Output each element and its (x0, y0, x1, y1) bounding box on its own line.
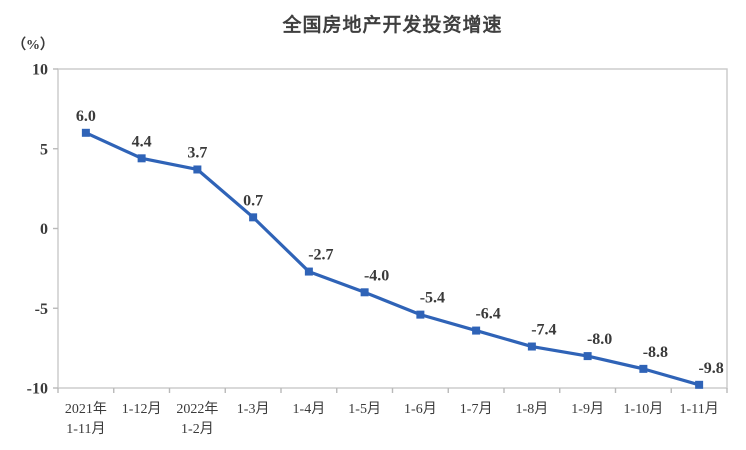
y-axis-unit-label: （%） (12, 38, 54, 53)
x-axis-tick-label: 1-6月 (404, 401, 437, 417)
x-axis-tick-label: 1-7月 (460, 401, 493, 417)
x-axis-tick-label: 1-12月 (122, 401, 162, 417)
x-axis-tick-label-line2: 1-11月 (66, 421, 105, 437)
data-point-marker (249, 213, 258, 222)
chart-title: 全国房地产开发投资增速 (282, 15, 503, 36)
data-point-marker (527, 342, 536, 351)
x-axis-tick-label: 1-3月 (237, 401, 270, 417)
data-point-marker (137, 154, 146, 163)
x-axis-tick-label: 1-8月 (516, 401, 549, 417)
x-axis-tick-label: 1-9月 (571, 401, 604, 417)
data-point-label: -4.0 (364, 267, 389, 284)
data-point-marker (81, 128, 90, 137)
data-point-label: 4.4 (132, 133, 152, 150)
plot-border (57, 68, 728, 389)
data-point-label: -5.4 (420, 290, 445, 307)
data-point-marker (416, 310, 425, 319)
x-axis-tick-label: 1-5月 (348, 401, 381, 417)
data-point-label: -8.0 (587, 331, 612, 348)
x-axis-tick-label: 2022年 (176, 401, 218, 417)
data-point-label: -9.8 (698, 360, 723, 377)
data-point-label: 6.0 (76, 108, 96, 125)
x-axis-tick-label: 1-11月 (680, 401, 719, 417)
x-axis-tick-label: 1-4月 (293, 401, 326, 417)
data-point-marker (360, 288, 369, 297)
series-line (84, 131, 701, 387)
y-axis-tick-label: -5 (35, 301, 48, 318)
data-point-label: -6.4 (475, 306, 500, 323)
data-point-label: -8.8 (643, 344, 668, 361)
data-point-label: 0.7 (243, 192, 263, 209)
data-point-marker (304, 267, 313, 276)
data-point-marker (583, 352, 592, 361)
x-axis-tick-label: 1-10月 (624, 401, 664, 417)
data-point-marker (639, 364, 648, 373)
data-point-marker (695, 380, 704, 389)
x-axis-tick-label: 2021年 (65, 401, 107, 417)
y-axis-tick-label: 10 (32, 62, 48, 79)
y-axis-tick-label: 5 (40, 141, 48, 158)
data-point-marker (193, 165, 202, 174)
data-point-label: 3.7 (187, 144, 207, 161)
x-axis-tick-label-line2: 1-2月 (181, 421, 214, 437)
y-axis-tick-label: -10 (27, 381, 48, 398)
y-axis-tick-label: 0 (40, 221, 48, 238)
data-point-marker (472, 326, 481, 335)
data-point-label: -7.4 (531, 322, 556, 339)
data-point-label: -2.7 (308, 247, 333, 264)
